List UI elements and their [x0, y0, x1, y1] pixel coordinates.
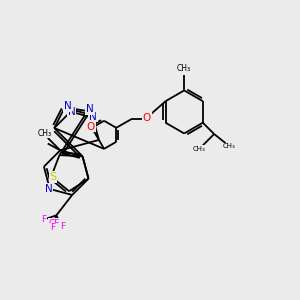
Text: S: S: [50, 172, 57, 182]
Text: CH₃: CH₃: [177, 64, 191, 74]
Text: N: N: [86, 104, 94, 114]
Text: F: F: [50, 223, 55, 232]
Text: N: N: [68, 107, 76, 117]
Text: N: N: [64, 101, 71, 111]
Text: F: F: [60, 222, 65, 231]
Text: CH₃: CH₃: [193, 146, 206, 152]
Text: CF₃: CF₃: [49, 219, 64, 228]
Text: CH₃: CH₃: [223, 143, 235, 149]
Text: F: F: [41, 215, 46, 224]
Text: O: O: [143, 112, 151, 123]
Text: O: O: [87, 122, 95, 132]
Text: N: N: [89, 112, 97, 122]
Text: N: N: [45, 184, 52, 194]
Text: CH₃: CH₃: [37, 129, 51, 138]
